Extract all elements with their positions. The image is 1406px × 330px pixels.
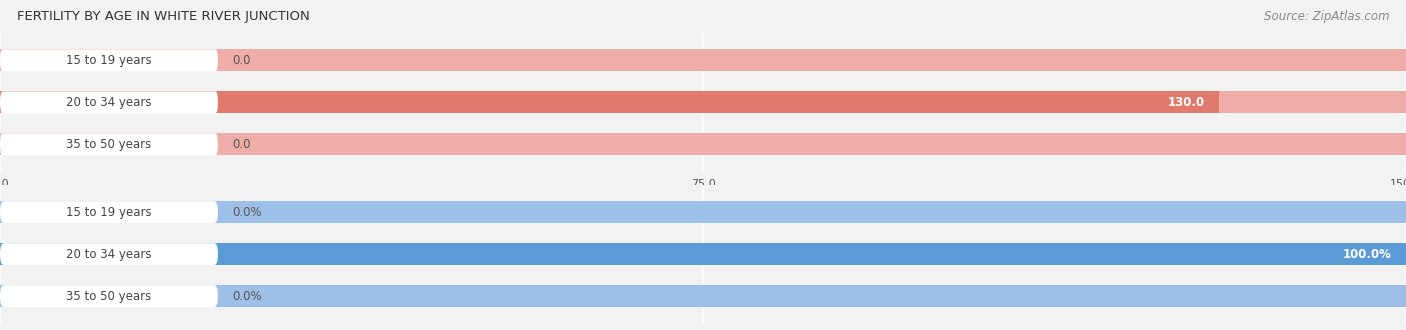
Bar <box>0 285 1406 307</box>
FancyBboxPatch shape <box>0 285 218 307</box>
Text: 20 to 34 years: 20 to 34 years <box>66 248 152 261</box>
Text: 35 to 50 years: 35 to 50 years <box>66 138 152 151</box>
FancyBboxPatch shape <box>0 133 218 155</box>
Text: 0.0: 0.0 <box>232 138 250 151</box>
Bar <box>0 50 1406 71</box>
Text: Source: ZipAtlas.com: Source: ZipAtlas.com <box>1264 10 1389 23</box>
Bar <box>0 243 1406 265</box>
Text: 100.0%: 100.0% <box>1343 248 1392 261</box>
Text: 0.0%: 0.0% <box>232 206 262 218</box>
Text: 0.0: 0.0 <box>232 54 250 67</box>
Bar <box>0 91 1219 113</box>
Bar <box>0 133 1406 155</box>
Bar <box>0 201 1406 223</box>
Text: 0.0%: 0.0% <box>232 290 262 303</box>
Text: FERTILITY BY AGE IN WHITE RIVER JUNCTION: FERTILITY BY AGE IN WHITE RIVER JUNCTION <box>17 10 309 23</box>
Text: 20 to 34 years: 20 to 34 years <box>66 96 152 109</box>
Text: 130.0: 130.0 <box>1167 96 1205 109</box>
Text: 15 to 19 years: 15 to 19 years <box>66 54 152 67</box>
FancyBboxPatch shape <box>0 243 218 265</box>
Text: 15 to 19 years: 15 to 19 years <box>66 206 152 218</box>
Bar <box>0 243 1406 265</box>
FancyBboxPatch shape <box>0 50 218 71</box>
Bar <box>0 91 1406 113</box>
Text: 35 to 50 years: 35 to 50 years <box>66 290 152 303</box>
FancyBboxPatch shape <box>0 91 218 113</box>
FancyBboxPatch shape <box>0 201 218 223</box>
